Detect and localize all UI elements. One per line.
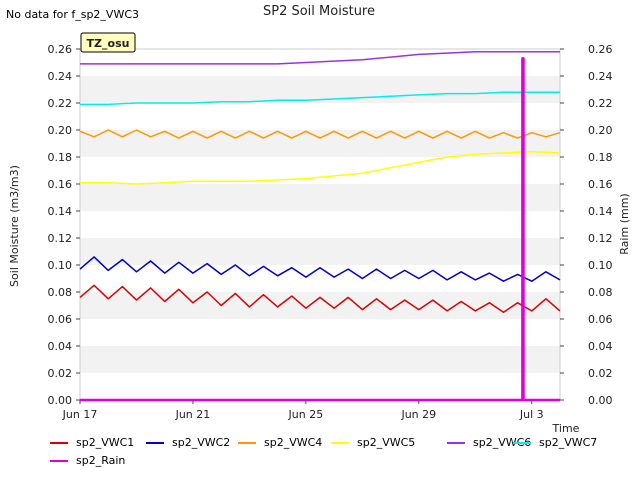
y2-tick-label: 0.06 — [588, 313, 613, 326]
plot-band — [80, 211, 560, 238]
series-line-sp2_VWC5 — [80, 150, 561, 185]
no-data-note: No data for f_sp2_VWC3 — [6, 8, 140, 21]
legend-label: sp2_VWC2 — [172, 436, 231, 449]
legend-swatch — [50, 459, 68, 462]
series-line-sp2_VWC7 — [80, 91, 560, 106]
plot-band — [80, 157, 560, 184]
y-tick-label: 0.22 — [48, 97, 73, 110]
legend-item: sp2_VWC5 — [331, 436, 415, 449]
y-tick-label: 0.20 — [48, 124, 73, 137]
legend-label: sp2_VWC1 — [76, 436, 135, 449]
y2-tick-label: 0.26 — [588, 43, 613, 56]
legend-swatch — [146, 441, 164, 444]
station-badge-label: TZ_osu — [87, 37, 130, 50]
y-tick-label: 0.24 — [48, 70, 73, 83]
legend-item: sp2_VWC2 — [146, 436, 230, 449]
plot-band — [80, 184, 560, 211]
plot-band — [80, 130, 560, 157]
y2-tick-label: 0.04 — [588, 340, 613, 353]
x-tick-label: Jun 25 — [288, 408, 324, 421]
y2-tick-label: 0.18 — [588, 151, 613, 164]
x-tick-label: Jun 17 — [62, 408, 98, 421]
legend-label: sp2_Rain — [76, 454, 126, 467]
y2-tick-label: 0.02 — [588, 367, 613, 380]
series-line-sp2_VWC1 — [79, 284, 561, 314]
x-tick-label: Jun 29 — [400, 408, 436, 421]
y2-tick-label: 0.12 — [588, 232, 613, 245]
legend-swatch — [50, 441, 68, 444]
y2-tick-label: 0.00 — [588, 394, 613, 407]
series-lines — [79, 50, 561, 402]
y-tick-label: 0.14 — [48, 205, 73, 218]
y-tick-label: 0.26 — [48, 43, 73, 56]
x-axis: Jun 17 Jun 21 Jun 25 Jun 29 Jul 3 — [62, 400, 544, 421]
y-tick-label: 0.04 — [48, 340, 73, 353]
y-tick-label: 0.12 — [48, 232, 73, 245]
legend-swatch — [331, 441, 349, 444]
y2-tick-label: 0.16 — [588, 178, 613, 191]
x-tick-label: Jun 21 — [175, 408, 211, 421]
legend-label: sp2_VWC4 — [264, 436, 323, 449]
y2-tick-label: 0.14 — [588, 205, 613, 218]
y2-tick-label: 0.20 — [588, 124, 613, 137]
series-line-sp2_VWC4 — [79, 129, 561, 139]
plot-band — [80, 76, 560, 103]
plot-band — [80, 238, 560, 265]
plot-band — [80, 373, 560, 400]
y-tick-label: 0.02 — [48, 367, 73, 380]
legend-item: sp2_VWC6 — [447, 436, 531, 449]
legend-item: sp2_VWC4 — [238, 436, 322, 449]
y-tick-label: 0.08 — [48, 286, 73, 299]
y-axis-label: Soil Moisture (m3/m3) — [8, 165, 21, 287]
series-line-sp2_Rain — [80, 57, 560, 402]
y-tick-label: 0.18 — [48, 151, 73, 164]
y2-axis-label: Raim (mm) — [618, 193, 631, 254]
y-tick-label: 0.06 — [48, 313, 73, 326]
plot-band — [80, 319, 560, 346]
legend-label: sp2_VWC6 — [473, 436, 532, 449]
plot-bands — [80, 49, 560, 400]
plot-band — [80, 346, 560, 373]
y-axis-left: 0.00 0.02 0.04 0.06 0.08 0.10 0.12 0.14 0.16 0.18… — [48, 43, 80, 407]
plot-band — [80, 265, 560, 292]
y-tick-label: 0.00 — [48, 394, 73, 407]
y-tick-label: 0.10 — [48, 259, 73, 272]
y2-tick-label: 0.22 — [588, 97, 613, 110]
y-axis-right: 0.00 0.02 0.04 0.06 0.08 0.10 0.12 0.14 0.16 0.18… — [560, 43, 613, 407]
station-badge: TZ_osu — [80, 32, 136, 53]
series-line-sp2_VWC6 — [80, 50, 560, 65]
plot-band — [80, 292, 560, 319]
x-axis-label: Time — [552, 422, 580, 435]
legend-label: sp2_VWC5 — [357, 436, 416, 449]
y2-tick-label: 0.10 — [588, 259, 613, 272]
legend-item: sp2_Rain — [50, 454, 125, 467]
y2-tick-label: 0.08 — [588, 286, 613, 299]
chart-title: SP2 Soil Moisture — [263, 4, 375, 19]
legend-swatch — [447, 441, 465, 444]
legend-item: sp2_VWC7 — [513, 436, 597, 449]
y2-tick-label: 0.24 — [588, 70, 613, 83]
legend-label: sp2_VWC7 — [539, 436, 598, 449]
x-tick-label: Jul 3 — [519, 408, 544, 421]
legend-swatch — [513, 441, 531, 444]
y-tick-label: 0.16 — [48, 178, 73, 191]
plot-band — [80, 103, 560, 130]
legend-swatch — [238, 441, 256, 444]
legend-item: sp2_VWC1 — [50, 436, 134, 449]
series-line-sp2_VWC2 — [79, 256, 561, 282]
